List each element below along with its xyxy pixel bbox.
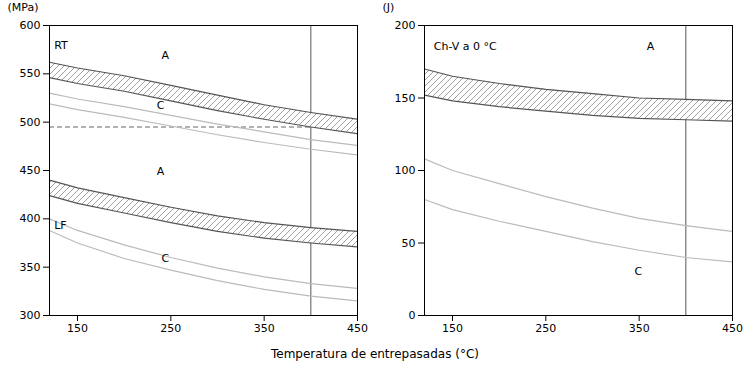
svg-text:A: A: [646, 40, 654, 53]
svg-text:A: A: [156, 165, 164, 178]
svg-text:C: C: [161, 252, 169, 265]
svg-text:C: C: [156, 99, 164, 112]
svg-text:350: 350: [628, 322, 649, 335]
svg-text:550: 550: [19, 67, 40, 80]
svg-text:300: 300: [19, 309, 40, 322]
svg-text:250: 250: [160, 322, 181, 335]
svg-text:450: 450: [722, 322, 743, 335]
svg-text:400: 400: [19, 212, 40, 225]
svg-text:350: 350: [253, 322, 274, 335]
svg-text:100: 100: [394, 164, 415, 177]
svg-text:RT: RT: [54, 39, 68, 52]
svg-text:500: 500: [19, 116, 40, 129]
svg-text:Ch-V a 0 °C: Ch-V a 0 °C: [433, 40, 496, 53]
svg-text:LF: LF: [54, 219, 66, 232]
svg-text:450: 450: [19, 164, 40, 177]
html-text:Temperatura de entrepasadas (°: Temperatura de entrepasadas (°C): [271, 347, 479, 361]
svg-text:350: 350: [19, 261, 40, 274]
svg-text:150: 150: [442, 322, 463, 335]
svg-text:150: 150: [67, 322, 88, 335]
svg-text:0: 0: [408, 309, 415, 322]
svg-text:C: C: [634, 265, 642, 278]
svg-text:A: A: [161, 49, 169, 62]
svg-text:250: 250: [535, 322, 556, 335]
svg-text:200: 200: [394, 19, 415, 32]
svg-text:50: 50: [401, 237, 415, 250]
svg-text:150: 150: [394, 92, 415, 105]
svg-text:(J): (J): [382, 1, 394, 14]
svg-text:(MPa): (MPa): [7, 1, 38, 14]
svg-text:450: 450: [347, 322, 368, 335]
svg-text:600: 600: [19, 19, 40, 32]
